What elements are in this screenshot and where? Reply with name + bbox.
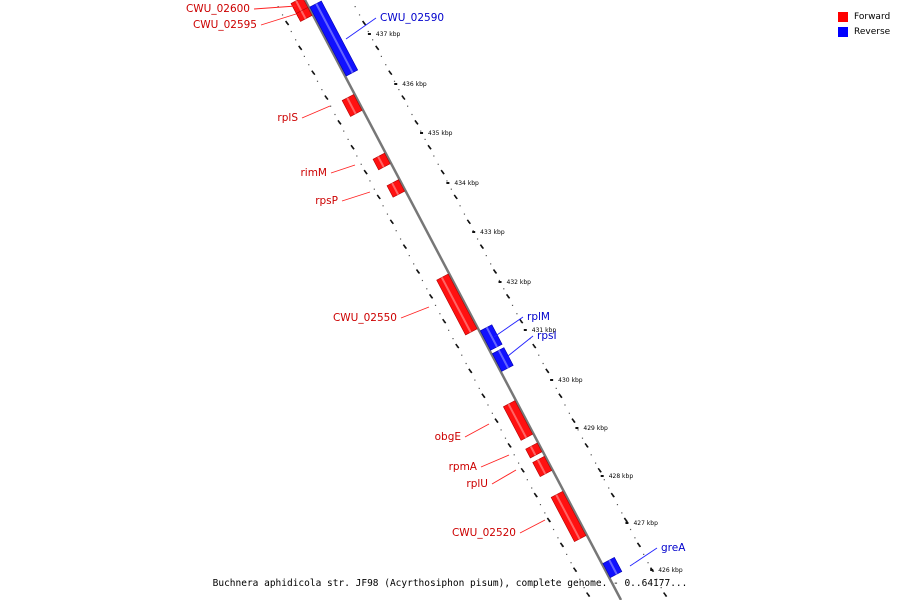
gene-features [290,0,623,579]
gene-label-rplU[interactable]: rplU [466,478,488,490]
gene-highlight [507,403,528,439]
gene-highlight [440,276,472,333]
ruler-tick-label: 429 kbp [583,425,608,432]
ruler-tick-label: 437 kbp [376,31,401,38]
genome-backbone [303,0,623,600]
gene-leader-line [400,306,430,319]
ruler-tick-label: 435 kbp [428,130,453,137]
gene-highlight [485,326,498,348]
gene-highlight [300,10,307,20]
gene-highlight [315,3,354,74]
gene-label-obgE[interactable]: obgE [435,431,461,443]
gene-leader-line [260,13,297,26]
ruler-tick-label: 434 kbp [454,180,479,187]
ruler-tick-label: 426 kbp [658,567,683,574]
gene-leader-line [629,547,658,567]
sequence-caption: Buchnera aphidicola str. JF98 (Acyrthosi… [212,578,688,589]
gene-label-rpsP[interactable]: rpsP [315,195,338,207]
gene-leader-line [519,519,546,534]
gene-highlight [497,349,510,369]
gene-leader-line [480,454,510,468]
gene-leader-line [491,469,517,485]
legend-reverse: Reverse [838,24,890,39]
gene-leader-line [301,105,331,119]
gene-highlight [608,559,618,575]
legend-forward: Forward [838,9,890,24]
ruler-tick-label: 431 kbp [532,327,557,334]
ruler-tick-label: 428 kbp [609,473,634,480]
strand-legend: Forward Reverse [838,9,890,39]
gene-label-rplM[interactable]: rplM [527,311,550,323]
gene-leader-line [464,423,490,438]
gene-leader-line [330,164,356,174]
gene-leader-line [345,17,377,40]
legend-forward-label: Forward [854,11,891,22]
gene-label-CWU_02520[interactable]: CWU_02520 [452,527,516,539]
legend-reverse-label: Reverse [854,26,891,37]
gene-label-CWU_02550[interactable]: CWU_02550 [333,312,397,324]
gene-highlight [377,156,385,168]
ruler-tick-label: 430 kbp [558,377,583,384]
gene-label-rpsI[interactable]: rpsI [537,330,557,342]
ruler-tick-label: 427 kbp [633,520,658,527]
gene-labels: CWU_02600 CWU_02595 CWU_02590 rplS rimM rpsP C… [186,3,686,567]
ruler-ticks: 437 kbp 436 kbp 435 kbp 434 kbp 433 kbp 432 k… [277,6,683,598]
gene-leader-line [507,335,534,357]
gene-label-CWU_02600[interactable]: CWU_02600 [186,3,250,15]
gene-highlight [346,97,357,115]
ruler-tick-label: 432 kbp [507,279,532,286]
gene-label-greA[interactable]: greA [661,542,686,554]
gene-label-rimM[interactable]: rimM [300,167,327,179]
gene-label-rplS[interactable]: rplS [277,112,298,124]
gene-highlight [391,182,400,196]
gene-label-CWU_02590[interactable]: CWU_02590 [380,12,444,24]
gene-label-CWU_02595[interactable]: CWU_02595 [193,19,257,31]
ruler-tick-label: 436 kbp [402,81,427,88]
reverse-swatch [838,26,848,37]
forward-swatch [838,11,848,22]
gene-highlight [555,494,581,540]
gene-label-rpmA[interactable]: rpmA [449,461,478,473]
gene-highlight [529,445,537,456]
ruler-tick-label: 433 kbp [480,229,505,236]
gene-leader-line [341,191,371,202]
gene-leader-line [253,5,297,10]
gene-leader-line [493,316,524,338]
gene-highlight [536,459,547,475]
